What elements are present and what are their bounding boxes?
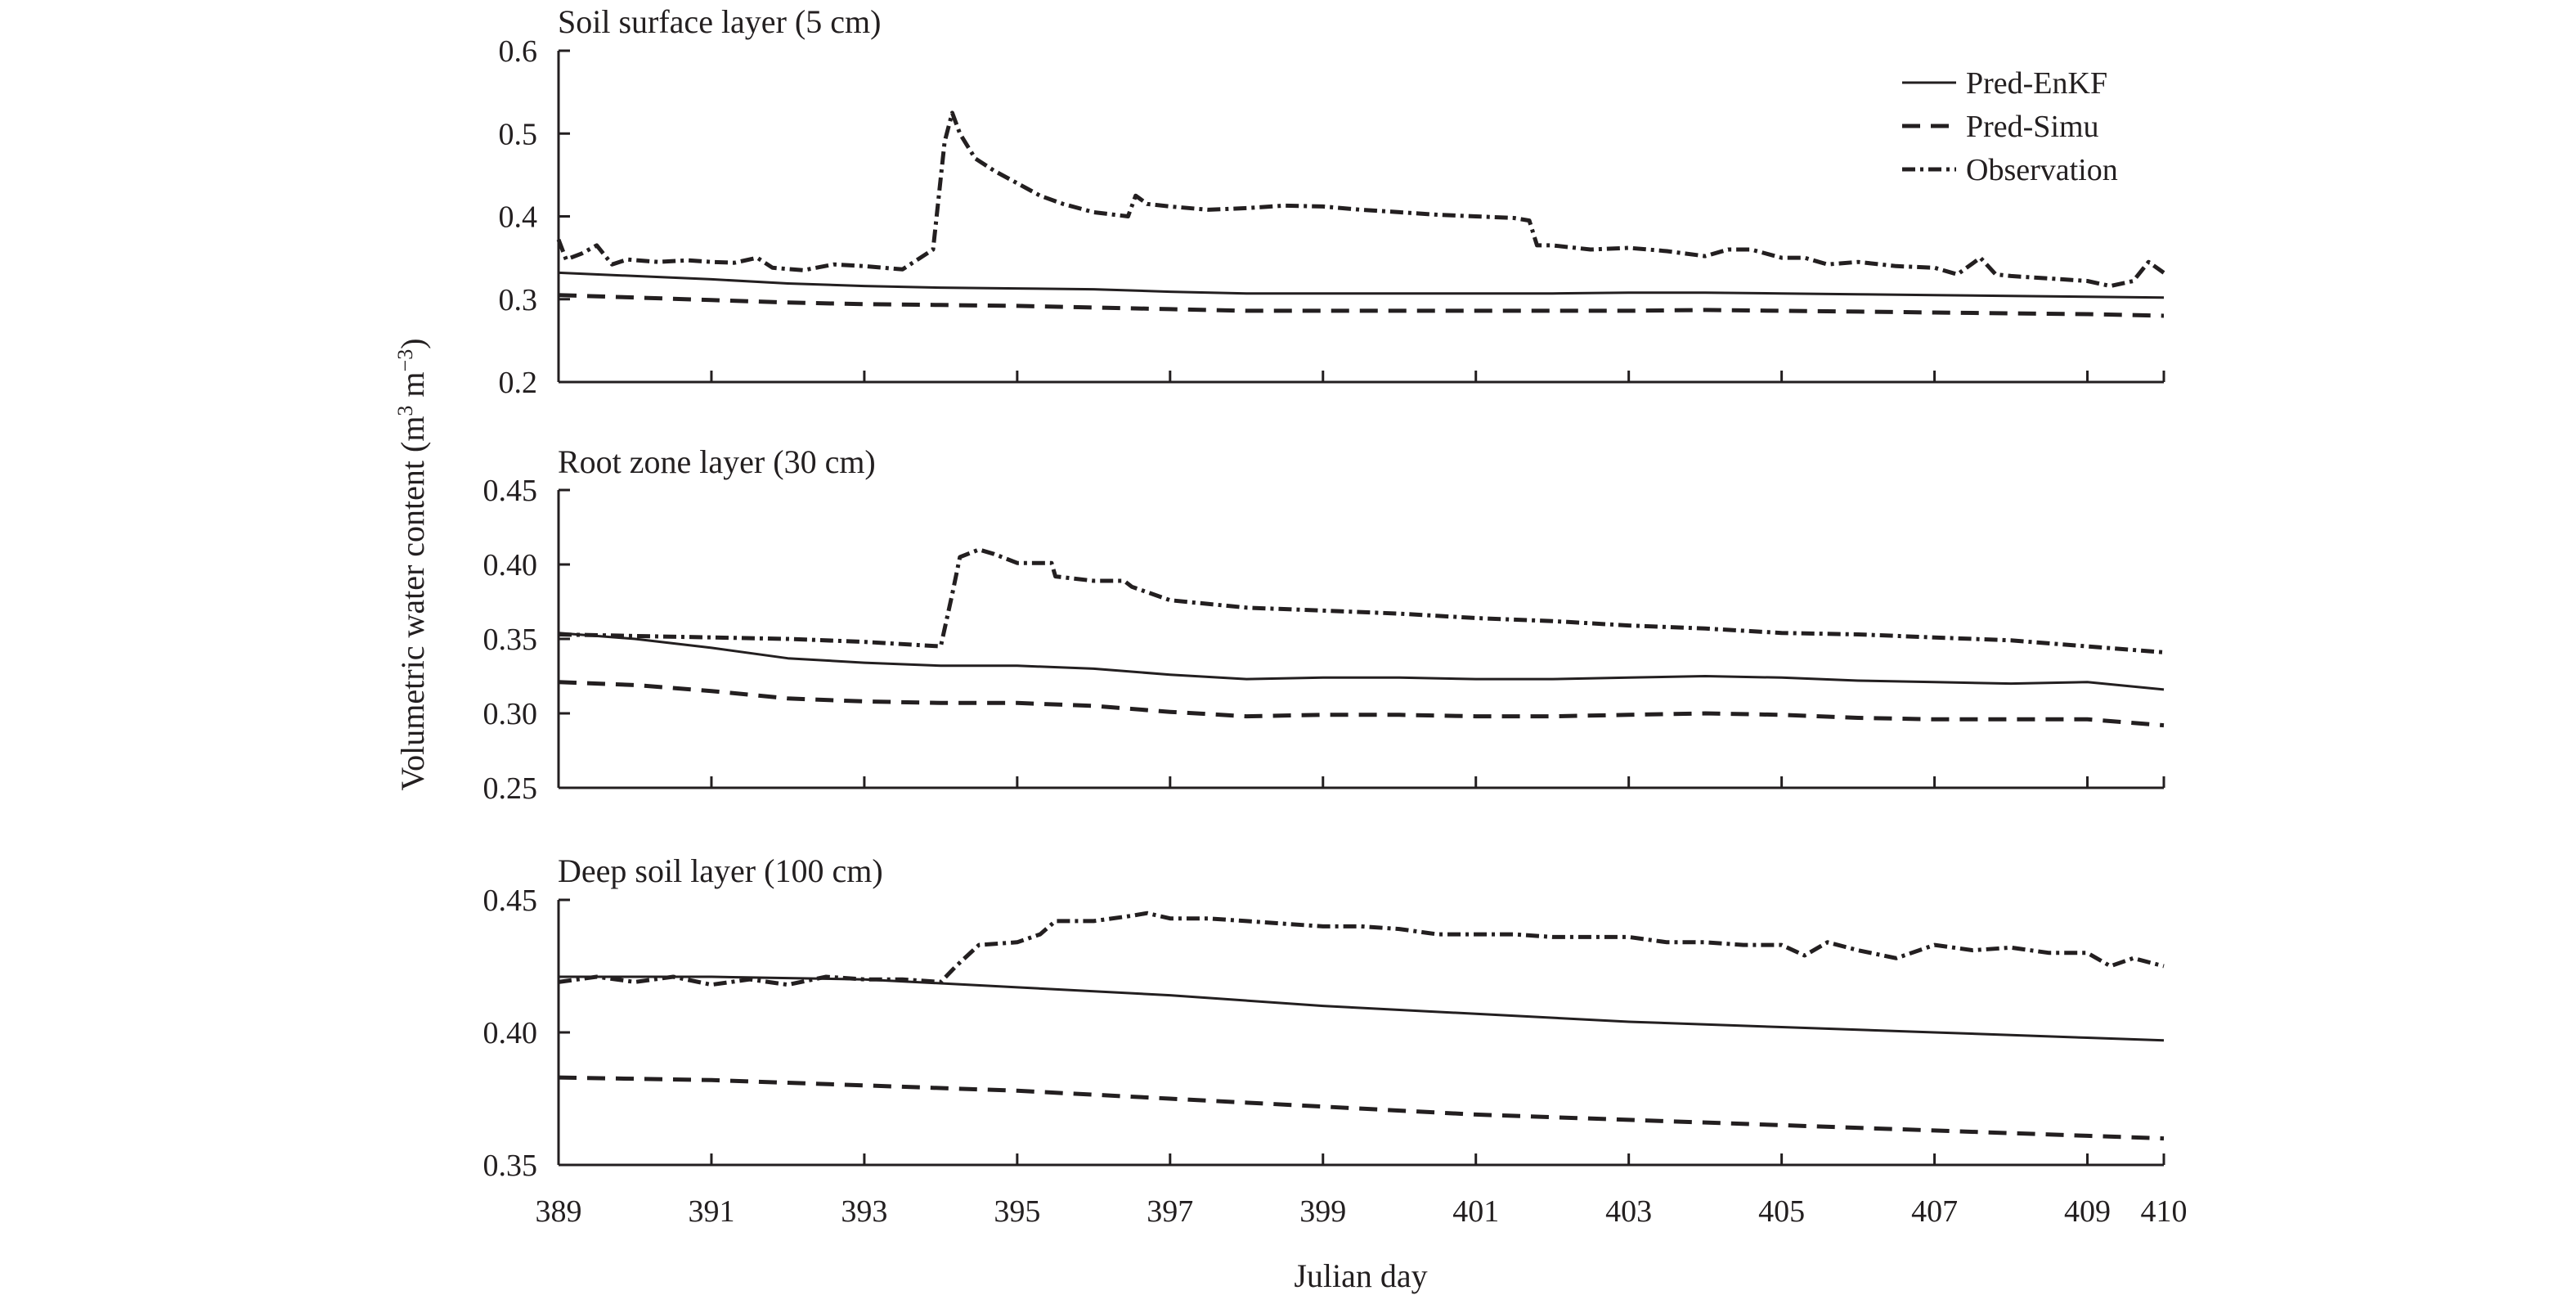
legend: Pred-EnKF Pred-Simu Observation — [1902, 66, 2118, 187]
series-line-pred-simu — [558, 1075, 2165, 1141]
y-axis-title-part: ) — [394, 338, 431, 348]
x-tick-label: 395 — [994, 1194, 1040, 1229]
series-line-pred-enkf — [559, 975, 2165, 1042]
series-line-observation — [556, 110, 2165, 289]
panel-2: Root zone layer (30 cm) 0.25 0.30 0.35 0.40 0… — [483, 443, 2165, 806]
series-line-observation — [558, 547, 2165, 654]
x-tick-label: 409 — [2064, 1194, 2111, 1229]
y-tick-label: 0.30 — [483, 697, 538, 731]
y-axis-title-superscript: −3 — [393, 349, 417, 372]
y-axis-title-part: m — [394, 371, 431, 405]
series-line-pred-simu — [558, 680, 2165, 728]
panel-1: Soil surface layer (5 cm) 0.2 0.3 0.4 0.5 0.6 — [499, 3, 2165, 400]
y-tick-label: 0.40 — [483, 1016, 538, 1050]
legend-label: Pred-EnKF — [1966, 66, 2107, 101]
y-tick-label: 0.2 — [499, 366, 538, 400]
x-tick-label: 389 — [536, 1194, 582, 1229]
series-line-pred-simu — [558, 293, 2165, 318]
x-tick-label: 391 — [688, 1194, 734, 1229]
y-tick-label: 0.3 — [499, 283, 538, 317]
y-tick-label: 0.4 — [499, 200, 538, 235]
y-tick-label: 0.45 — [483, 474, 538, 508]
legend-label: Observation — [1966, 153, 2118, 187]
x-axis-title: Julian day — [1294, 1257, 1427, 1294]
legend-label: Pred-Simu — [1966, 110, 2099, 144]
series-line-pred-enkf — [558, 271, 2165, 299]
x-tick-label: 407 — [1911, 1194, 1958, 1229]
y-tick-label: 0.45 — [483, 884, 538, 918]
panel-title: Soil surface layer (5 cm) — [558, 3, 881, 40]
panel-title: Deep soil layer (100 cm) — [558, 852, 883, 889]
series-line-observation — [558, 911, 2165, 987]
x-tick-label: 410 — [2141, 1194, 2188, 1229]
y-tick-label: 0.40 — [483, 548, 538, 582]
x-tick-label: 403 — [1605, 1194, 1652, 1229]
y-tick-label: 0.35 — [483, 1149, 538, 1183]
x-tick-label: 401 — [1452, 1194, 1499, 1229]
x-tick-label: 397 — [1147, 1194, 1193, 1229]
y-axis-title-superscript: 3 — [393, 406, 417, 416]
series-line-pred-enkf — [558, 632, 2165, 691]
x-tick-label: 399 — [1299, 1194, 1346, 1229]
x-tick-label: 393 — [841, 1194, 887, 1229]
y-tick-label: 0.35 — [483, 623, 538, 657]
x-tick-label: 405 — [1758, 1194, 1805, 1229]
y-tick-label: 0.6 — [499, 34, 538, 69]
y-axis-title-part: Volumetric water content (m — [394, 416, 431, 791]
y-axis-title: Volumetric water content (m3 m−3) — [393, 338, 432, 790]
y-tick-label: 0.5 — [499, 117, 538, 151]
panel-3: Deep soil layer (100 cm) 0.35 0.40 0.45 — [483, 852, 2165, 1183]
panel-title: Root zone layer (30 cm) — [558, 443, 876, 480]
y-tick-label: 0.25 — [483, 771, 538, 806]
